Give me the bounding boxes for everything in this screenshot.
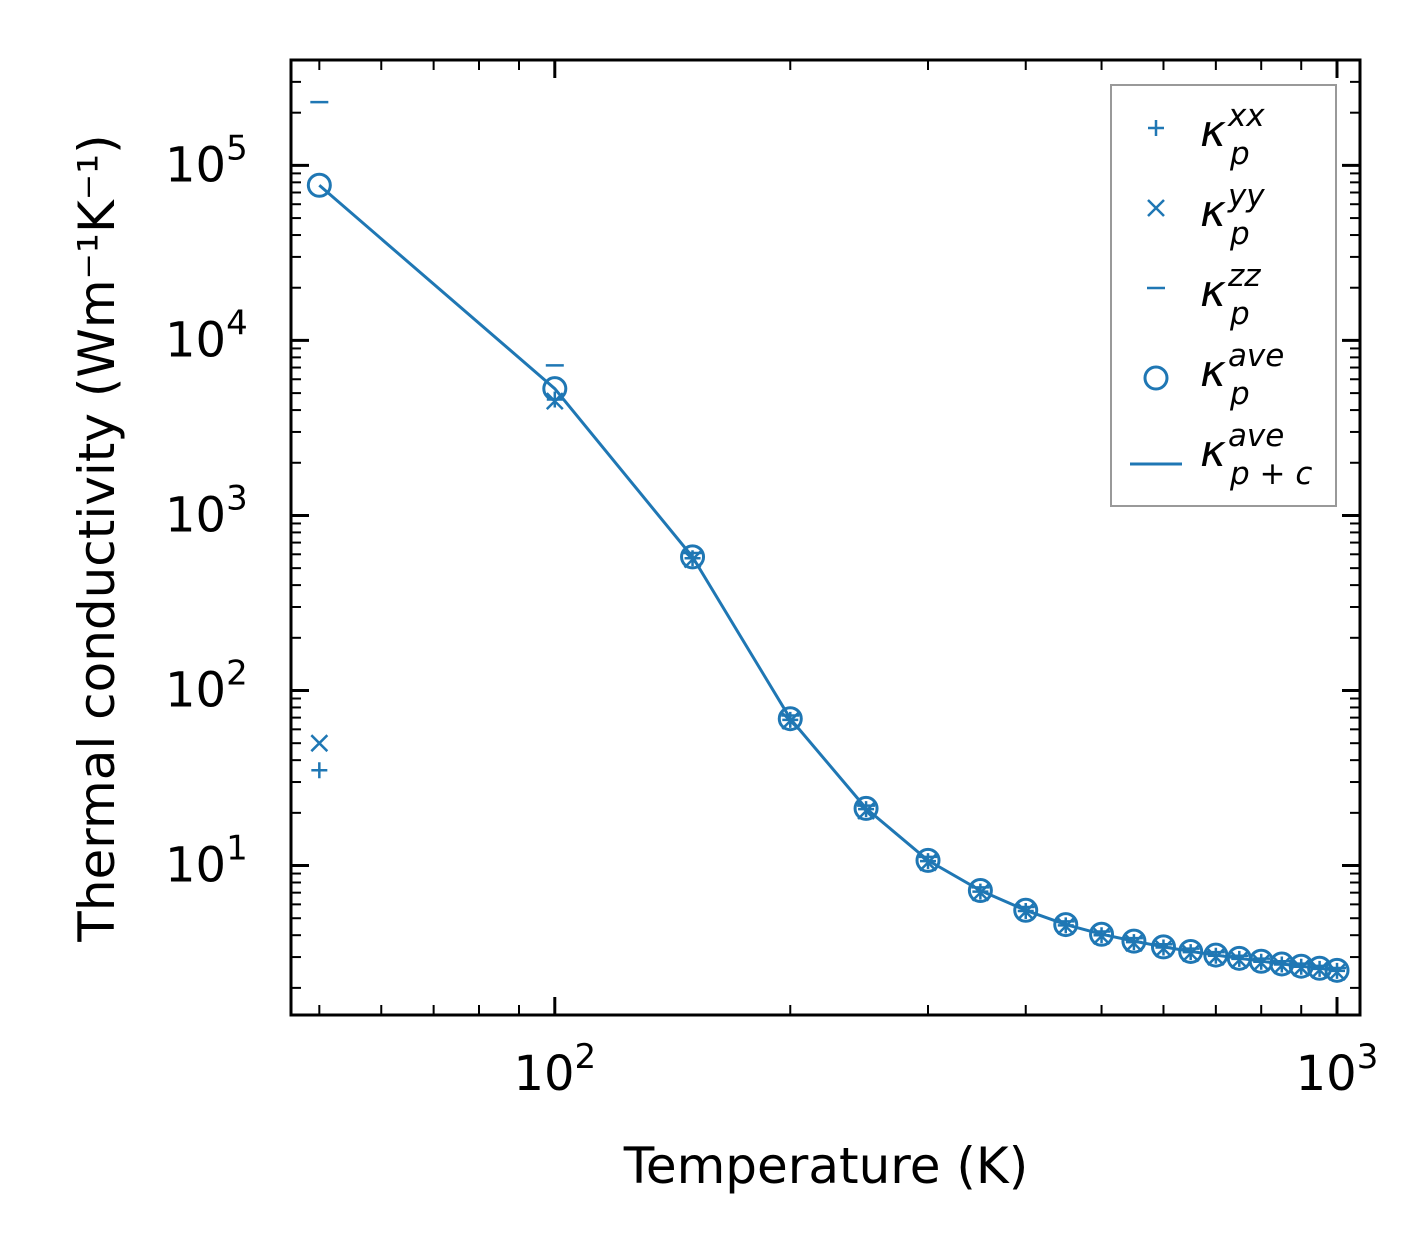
legend-box xyxy=(1110,84,1337,507)
marker-kappa-ave xyxy=(1121,928,1147,954)
y-tick-exponent: 2 xyxy=(226,654,248,694)
marker-kappa-ave xyxy=(853,795,879,821)
legend-subscript: p xyxy=(1229,296,1250,332)
marker-kappa-ave xyxy=(1307,955,1333,981)
x-tick-label: 102 xyxy=(513,1037,596,1102)
legend-subscript: p xyxy=(1229,216,1250,252)
legend-superscript: yy xyxy=(1227,178,1265,214)
marker-kappa-ave xyxy=(1203,942,1229,968)
legend-symbol: κ xyxy=(1200,186,1226,237)
marker-kappa-xx xyxy=(311,762,328,779)
y-tick-base: 10 xyxy=(165,838,226,894)
y-axis-label: Thermal conductivity (Wm⁻¹K⁻¹) xyxy=(68,134,126,942)
x-tick-base: 10 xyxy=(513,1046,574,1102)
legend-superscript: xx xyxy=(1227,98,1265,134)
y-tick-exponent: 3 xyxy=(226,478,248,518)
y-tick-base: 10 xyxy=(165,137,226,193)
legend-marker xyxy=(1143,365,1169,391)
legend-symbol: κ xyxy=(1200,346,1226,397)
x-axis-label: Temperature (K) xyxy=(623,1137,1028,1195)
marker-kappa-ave xyxy=(915,847,941,873)
legend-symbol: κ xyxy=(1200,266,1226,317)
legend-symbol: κ xyxy=(1200,426,1226,477)
series-kappa-ave xyxy=(306,172,1350,983)
legend-superscript: zz xyxy=(1227,258,1261,294)
marker-kappa-ave xyxy=(1013,897,1039,923)
y-tick-exponent: 1 xyxy=(226,829,248,869)
y-tick-label: 101 xyxy=(165,829,248,894)
marker-kappa-ave xyxy=(1053,912,1079,938)
marker-kappa-ave xyxy=(1150,934,1176,960)
legend-label: κyy xyxy=(1200,178,1265,237)
x-tick-label: 103 xyxy=(1296,1037,1379,1102)
x-tick-exponent: 2 xyxy=(575,1037,597,1077)
y-tick-label: 103 xyxy=(165,478,248,543)
legend-symbol: κ xyxy=(1200,106,1226,157)
minor-ticks xyxy=(291,60,1360,1015)
plot-marks xyxy=(306,100,1350,983)
y-tick-label: 105 xyxy=(165,128,248,193)
legend-subscript: p xyxy=(1229,136,1250,172)
marker-kappa-ave xyxy=(967,878,993,904)
marker-kappa-ave xyxy=(1089,921,1115,947)
major-ticks xyxy=(291,60,1360,1015)
marker-kappa-ave xyxy=(1269,951,1295,977)
marker-kappa-ave xyxy=(680,544,706,570)
y-tick-base: 10 xyxy=(165,312,226,368)
legend-label: κave xyxy=(1200,418,1284,477)
legend-marker xyxy=(1147,199,1165,217)
y-tick-label: 104 xyxy=(165,303,248,368)
x-tick-exponent: 3 xyxy=(1357,1037,1379,1077)
marker-kappa-ave xyxy=(1178,938,1204,964)
y-tick-exponent: 5 xyxy=(226,128,248,168)
y-tick-exponent: 4 xyxy=(226,303,248,343)
marker-kappa-ave xyxy=(1324,957,1350,983)
marker-kappa-ave xyxy=(542,376,568,402)
marker-kappa-xx xyxy=(858,801,875,818)
marker-kappa-ave xyxy=(1288,953,1314,979)
legend-subscript: p + c xyxy=(1229,456,1312,492)
legend-superscript: ave xyxy=(1228,418,1284,454)
legend-label: κave xyxy=(1200,338,1284,397)
x-tick-base: 10 xyxy=(1296,1046,1357,1102)
marker-kappa-ave xyxy=(777,706,803,732)
plot-frame xyxy=(289,58,1362,1017)
y-tick-base: 10 xyxy=(165,487,226,543)
y-tick-base: 10 xyxy=(165,663,226,719)
legend-superscript: ave xyxy=(1228,338,1284,374)
legend-subscript: p xyxy=(1229,376,1250,412)
marker-kappa-yy xyxy=(310,734,329,753)
marker-kappa-ave xyxy=(306,172,332,198)
legend-marker xyxy=(1148,120,1164,136)
y-tick-label: 102 xyxy=(165,654,248,719)
legend-label: κxx xyxy=(1200,98,1265,157)
legend-label: κzz xyxy=(1200,258,1261,317)
